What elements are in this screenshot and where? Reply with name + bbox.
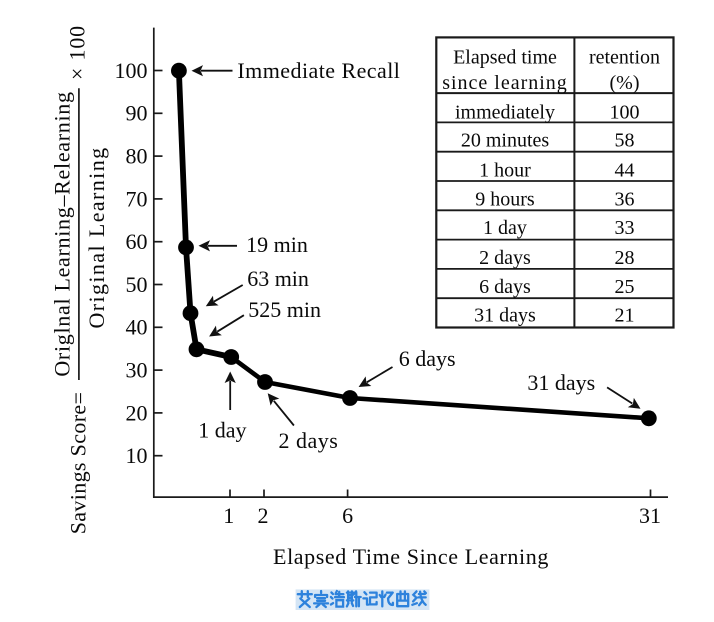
svg-text:2 days: 2 days (479, 247, 531, 269)
svg-text:30: 30 (126, 358, 148, 383)
svg-text:1 hour: 1 hour (479, 159, 531, 181)
svg-text:Origlnal Learning–Relearning: Origlnal Learning–Relearning (49, 91, 74, 376)
svg-text:immediately: immediately (455, 101, 555, 123)
svg-text:21: 21 (615, 305, 635, 327)
svg-text:70: 70 (126, 186, 148, 211)
svg-text:31 days: 31 days (527, 370, 595, 395)
svg-text:Elapsed time: Elapsed time (453, 46, 557, 68)
svg-text:Immediate Recall: Immediate Recall (237, 58, 400, 83)
svg-text:100: 100 (115, 58, 148, 83)
svg-text:1 day: 1 day (198, 418, 246, 443)
svg-text:× 100: × 100 (65, 25, 90, 80)
svg-text:1 day: 1 day (483, 217, 527, 239)
svg-text:31 days: 31 days (474, 305, 536, 327)
svg-text:31: 31 (639, 503, 661, 528)
svg-text:60: 60 (126, 229, 148, 254)
svg-text:9 hours: 9 hours (475, 189, 535, 211)
svg-text:90: 90 (126, 101, 148, 126)
svg-text:44: 44 (615, 159, 635, 181)
svg-text:(%): (%) (610, 72, 640, 94)
svg-text:20: 20 (126, 400, 148, 425)
svg-text:525 min: 525 min (248, 297, 321, 322)
svg-text:100: 100 (610, 101, 640, 123)
svg-text:36: 36 (615, 189, 635, 211)
svg-text:50: 50 (126, 272, 148, 297)
svg-text:Original Learning: Original Learning (84, 146, 109, 328)
svg-text:6 days: 6 days (399, 346, 456, 371)
svg-text:19 min: 19 min (246, 232, 308, 257)
svg-text:since learning: since learning (442, 72, 568, 94)
svg-text:retention: retention (589, 46, 660, 68)
svg-text:Savings Score=: Savings Score= (66, 392, 91, 535)
svg-text:40: 40 (126, 315, 148, 340)
svg-text:28: 28 (615, 247, 635, 269)
svg-text:6 days: 6 days (479, 276, 531, 298)
svg-text:33: 33 (615, 217, 635, 239)
svg-text:10: 10 (126, 443, 148, 468)
svg-text:2: 2 (258, 503, 269, 528)
svg-text:Elapsed Time Since Learning: Elapsed Time Since Learning (273, 544, 549, 569)
svg-text:2 days: 2 days (279, 428, 339, 453)
svg-text:1: 1 (223, 503, 234, 528)
svg-text:80: 80 (126, 144, 148, 169)
svg-text:63 min: 63 min (247, 266, 309, 291)
svg-text:58: 58 (615, 130, 635, 152)
svg-text:25: 25 (615, 276, 635, 298)
svg-text:6: 6 (342, 503, 353, 528)
svg-text:20 minutes: 20 minutes (461, 130, 550, 152)
